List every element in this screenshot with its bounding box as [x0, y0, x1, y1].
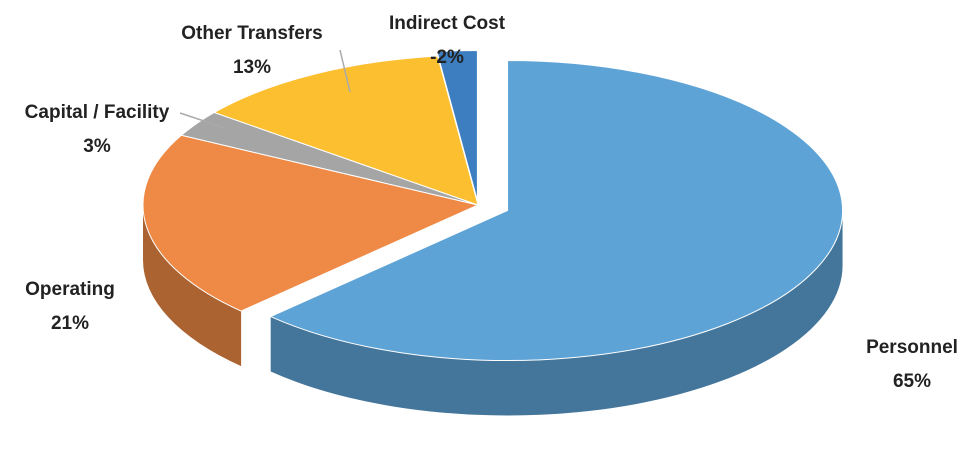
leader-line [179, 112, 226, 129]
slice [269, 59, 844, 361]
slice-value-label: 3% [83, 136, 111, 157]
slice-value-label: 65% [893, 371, 931, 392]
slice-label: Other Transfers [181, 23, 323, 44]
slice-value-label: 21% [51, 313, 89, 334]
slice-value-label: 13% [233, 57, 271, 78]
slice-label: Indirect Cost [389, 13, 506, 34]
slice-side [270, 210, 843, 416]
slice [436, 50, 478, 201]
slice [142, 134, 480, 312]
slice-value-label: -2% [430, 47, 464, 68]
slice-label: Capital / Facility [25, 102, 170, 123]
slice-label: Operating [25, 279, 115, 300]
leader-line [339, 49, 351, 93]
slice-side [143, 205, 242, 367]
slice [213, 55, 479, 206]
slice-label: Personnel [866, 337, 958, 358]
